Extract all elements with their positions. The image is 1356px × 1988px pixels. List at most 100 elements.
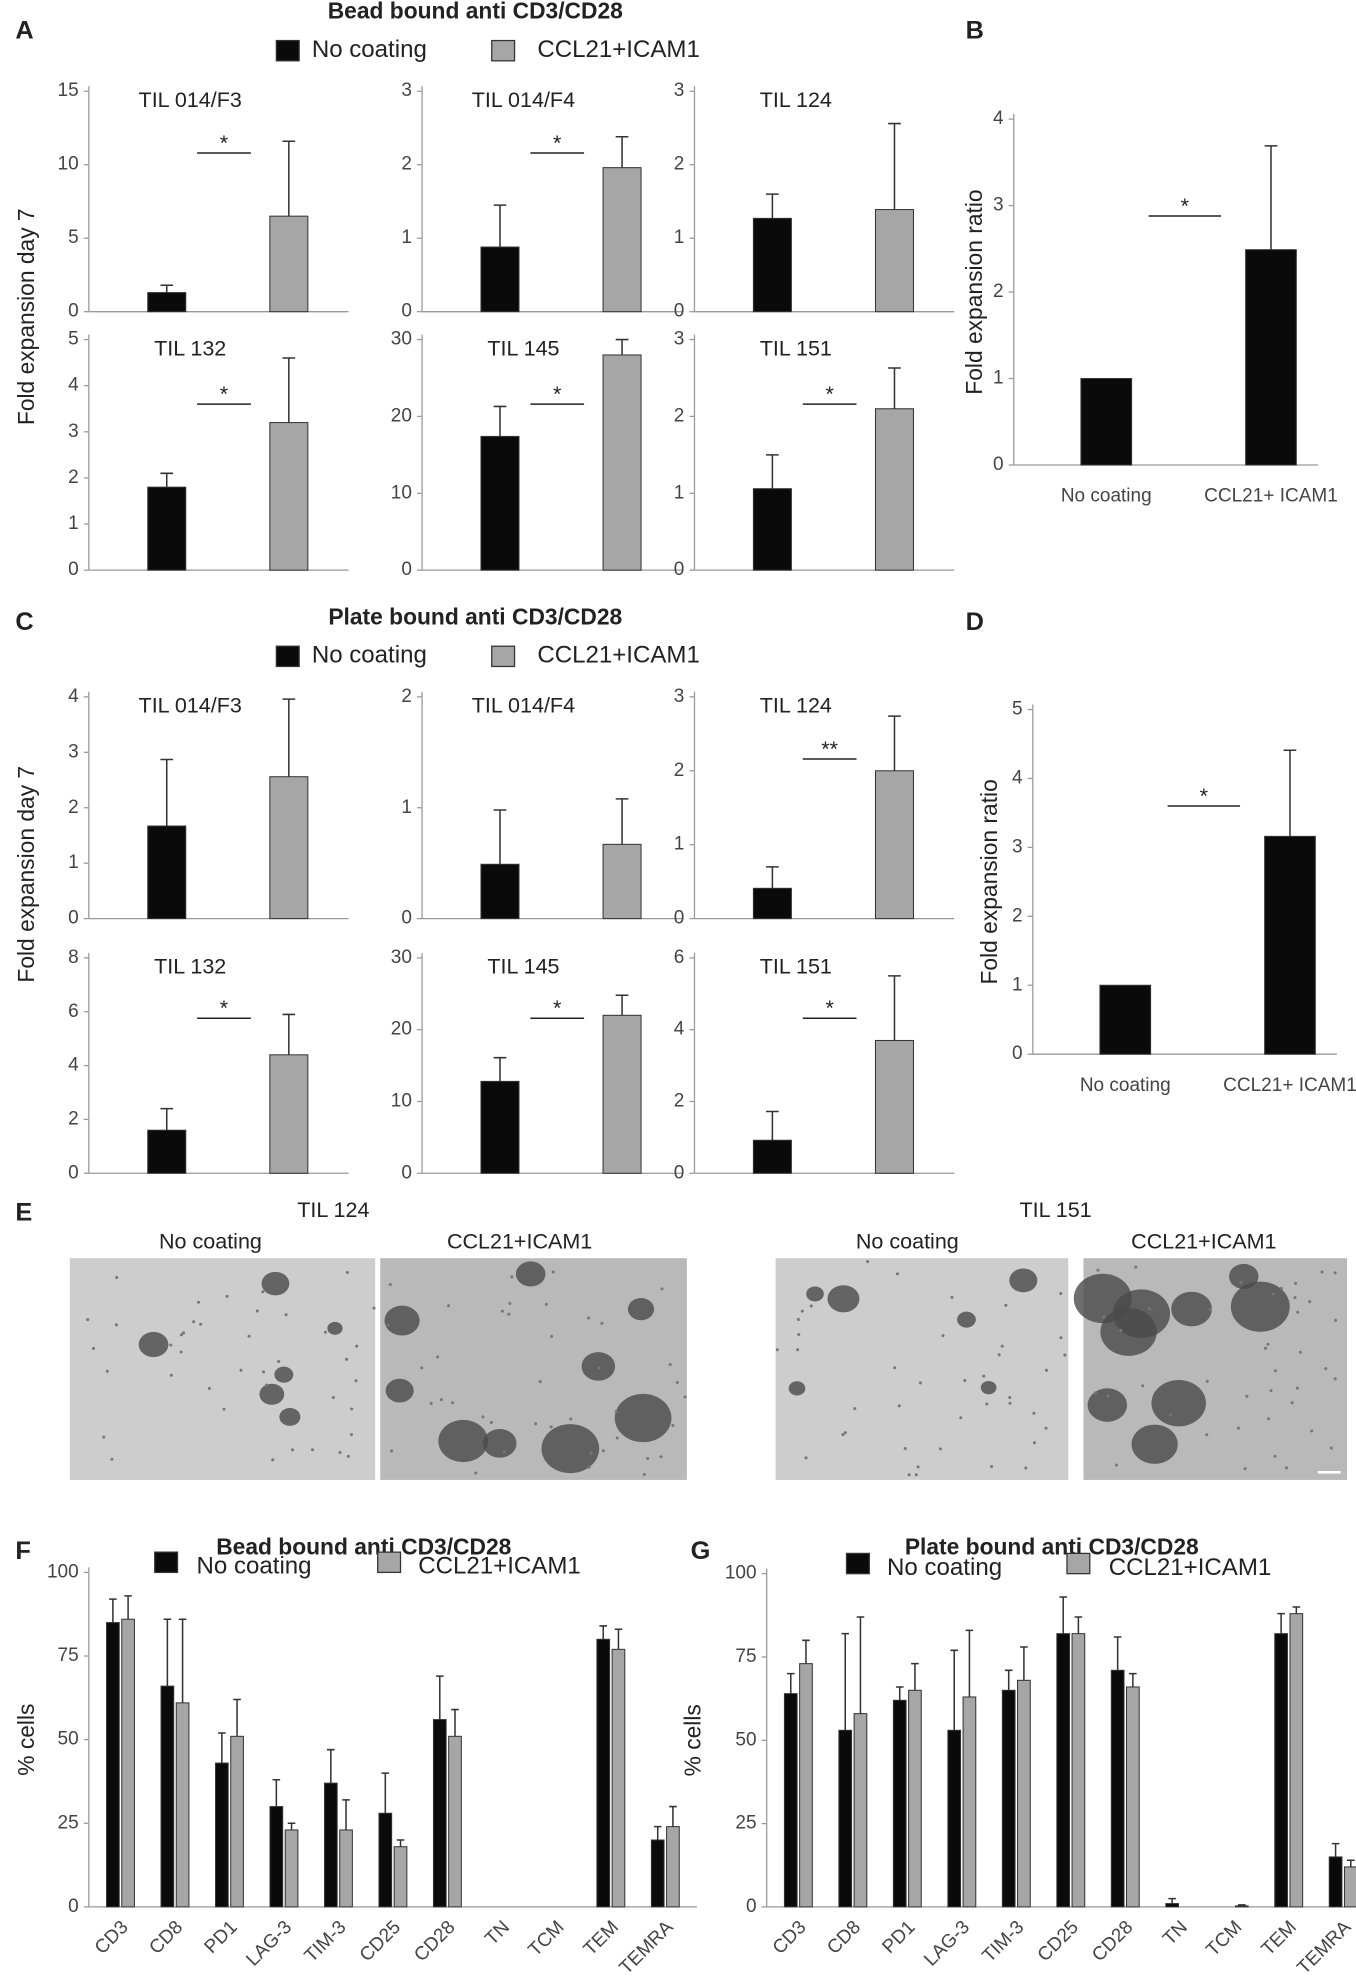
y-tick-label: 0 — [674, 301, 685, 322]
bar — [666, 1826, 680, 1908]
cell — [938, 1447, 942, 1451]
cell — [804, 1456, 808, 1460]
cell — [918, 1381, 922, 1385]
legend-label: CCL21+ICAM1 — [537, 642, 700, 669]
cell — [916, 1465, 920, 1469]
error-bar — [766, 193, 779, 219]
cell — [502, 1450, 506, 1454]
cell — [181, 1331, 186, 1335]
chart-title: TIL 151 — [760, 336, 832, 360]
cell-cluster — [541, 1424, 600, 1474]
cell-cluster — [482, 1429, 517, 1458]
error-bar — [766, 866, 779, 889]
cell — [985, 1402, 989, 1406]
bar — [799, 1663, 813, 1908]
cell — [597, 1366, 601, 1370]
bar — [147, 825, 187, 920]
error-bar — [965, 1629, 974, 1697]
y-axis-label: % cells — [13, 1704, 39, 1776]
error-bar — [163, 1618, 172, 1687]
x-tick-label: TCM — [1202, 1917, 1246, 1961]
cell-cluster — [614, 1393, 672, 1443]
y-tick-label: 2 — [674, 154, 685, 175]
y-tick-label: 4 — [68, 1055, 79, 1076]
bar — [1071, 1633, 1086, 1908]
error-bar — [435, 1675, 444, 1720]
bar — [160, 1685, 175, 1908]
bar — [874, 209, 914, 313]
y-tick-label: 0 — [68, 908, 79, 929]
cell — [544, 1302, 548, 1306]
error-bar — [1129, 1672, 1137, 1687]
y-tick-label: 8 — [68, 947, 79, 968]
x-tick-label: CCL21+ ICAM1 — [1204, 486, 1338, 507]
bar — [1234, 1905, 1249, 1908]
cell — [1294, 1281, 1298, 1285]
cell — [1141, 1384, 1145, 1388]
bar — [1126, 1686, 1140, 1908]
y-tick-label: 0 — [1012, 1043, 1023, 1064]
cell-cluster — [1230, 1281, 1290, 1332]
bar — [480, 435, 520, 571]
cell-cluster — [788, 1381, 806, 1396]
y-tick-label: 50 — [735, 1729, 756, 1750]
error-bar — [1059, 1596, 1067, 1634]
cell-cluster — [261, 1271, 290, 1296]
bar — [1165, 1903, 1179, 1908]
y-tick-label: 30 — [391, 947, 412, 968]
error-bar — [950, 1649, 959, 1731]
error-bar — [1264, 145, 1278, 250]
error-bar — [396, 1839, 405, 1847]
bar — [480, 246, 520, 313]
y-tick-label: 0 — [674, 1162, 685, 1183]
cell — [1024, 1466, 1028, 1470]
cell-cluster — [1009, 1268, 1038, 1293]
y-tick-label: 25 — [735, 1813, 756, 1834]
bar — [284, 1829, 299, 1908]
cell — [222, 1407, 226, 1411]
error-bar — [1292, 1606, 1301, 1614]
bar — [602, 354, 642, 571]
cell — [105, 1369, 109, 1373]
group-title: Plate bound anti CD3/CD28 — [328, 603, 622, 629]
chart-title: TIL 145 — [487, 955, 559, 979]
y-tick-label: 4 — [993, 108, 1004, 129]
cell — [500, 1309, 504, 1313]
bar — [480, 863, 520, 920]
bar — [874, 408, 914, 571]
cell — [450, 1401, 455, 1405]
cell — [800, 1309, 804, 1313]
y-tick-label: 1 — [401, 797, 412, 818]
cell — [1008, 1396, 1012, 1400]
image-caption: No coating — [856, 1230, 959, 1254]
error-bar — [888, 715, 901, 771]
y-tick-label: 0 — [68, 1162, 79, 1183]
error-bar — [766, 1110, 779, 1141]
y-tick-label: 0 — [401, 908, 412, 929]
legend-label: No coating — [197, 1553, 312, 1580]
bar — [269, 1054, 309, 1174]
cell — [507, 1312, 511, 1316]
cell — [675, 1380, 679, 1384]
y-tick-label: 1 — [674, 834, 685, 855]
cell — [1310, 1429, 1314, 1433]
x-tick-label: CD28 — [410, 1917, 459, 1966]
y-tick-label: 0 — [401, 301, 412, 322]
cell — [261, 1290, 265, 1294]
cell — [1239, 1280, 1243, 1284]
y-tick-label: 2 — [401, 686, 412, 707]
cell — [1295, 1386, 1299, 1390]
bar — [147, 486, 187, 571]
cell-cluster — [1087, 1388, 1128, 1422]
bar — [1245, 249, 1297, 466]
y-tick-label: 2 — [401, 154, 412, 175]
bar — [853, 1713, 868, 1908]
panel-letter: E — [15, 1199, 32, 1227]
chart-title: TIL 151 — [760, 955, 832, 979]
cell — [346, 1454, 350, 1458]
x-tick-label: PD1 — [201, 1917, 242, 1958]
y-tick-label: 3 — [674, 686, 685, 707]
cell — [1169, 1413, 1173, 1417]
x-tick-label: TN — [1159, 1917, 1192, 1950]
y-tick-label: 50 — [58, 1729, 79, 1750]
